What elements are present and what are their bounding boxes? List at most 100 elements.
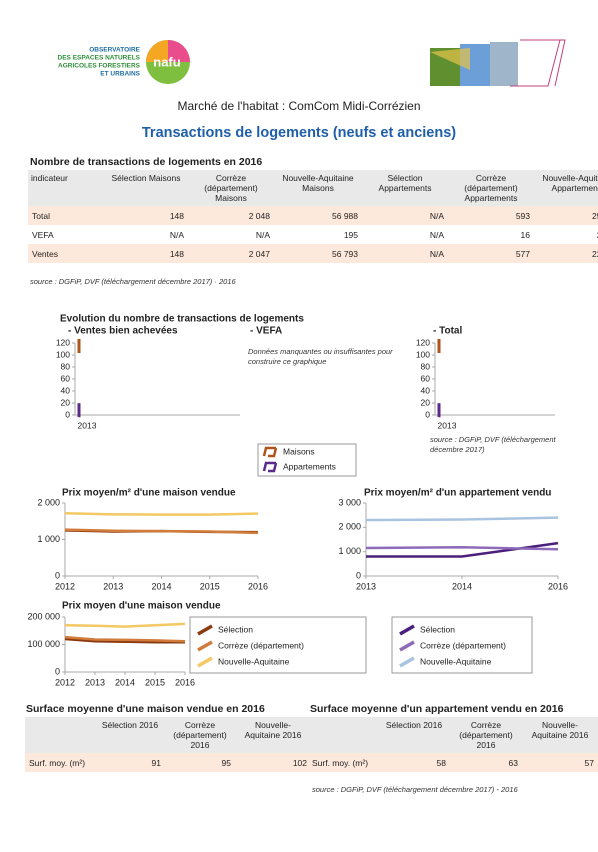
header-cell: Sélection Appartements [362, 170, 448, 206]
table-body: Surf. moy. (m²) 58 63 57 [308, 753, 598, 772]
y-tick-label: 100 000 [27, 639, 60, 649]
surface-house-table: Sélection 2016 Corrèze (département) 2016… [25, 717, 311, 772]
x-tick-label: 2016 [248, 581, 268, 591]
y-tick-label: 100 [416, 349, 430, 359]
cell: 22 959 [534, 244, 598, 263]
header-cell: Corrèze (département) Appartements [448, 170, 534, 206]
cell: 56 793 [274, 244, 362, 263]
chart-title: Prix moyen/m² d'une maison vendue [62, 488, 236, 499]
cell: 58 [378, 753, 450, 772]
header-cell: Corrèze (département) 2016 [165, 717, 235, 753]
y-tick-label: 120 [416, 337, 430, 347]
y-tick-label: 0 [55, 666, 60, 676]
cell: 148 [104, 244, 188, 263]
cell: N/A [255, 229, 270, 240]
cell: VEFA [32, 229, 54, 240]
y-tick-label: 60 [61, 373, 71, 383]
total-source: source : DGFiP, DVF (téléchargement déce… [430, 435, 556, 454]
total-source-box: source : DGFiP, DVF (téléchargement déce… [430, 435, 556, 454]
y-tick-label: 1 000 [338, 546, 361, 556]
table-title: Surface moyenne d'une maison vendue en 2… [26, 703, 265, 715]
legend-swatch [197, 624, 213, 636]
table-title: Nombre de transactions de logements en 2… [30, 156, 263, 168]
series-line [64, 528, 259, 535]
cell: 2 047 [188, 244, 274, 263]
cell: Surf. moy. (m²) [308, 753, 378, 772]
logo-slice [168, 40, 190, 62]
x-tick-label: 2013 [438, 420, 457, 430]
legend-box [189, 616, 367, 674]
source: source : DGFiP, DVF (téléchargement déce… [312, 785, 518, 794]
point-marker [437, 339, 441, 353]
y-tick-label: 100 [56, 349, 70, 359]
vefa-note: Données manquantes ou insuffisantes pour… [248, 347, 393, 366]
y-tick-label: 120 [56, 337, 70, 347]
series-line [365, 546, 559, 551]
header-cell: Nouvelle-Aquitaine 2016 [522, 717, 598, 753]
header-cell: Sélection Maisons [104, 170, 188, 206]
y-tick-label: 80 [61, 361, 71, 371]
legend-swatch [399, 640, 415, 652]
cell: N/A [362, 244, 448, 263]
y-tick-label: 2 000 [338, 522, 361, 532]
logo-slice [146, 40, 168, 62]
legend-swatch [197, 656, 213, 668]
y-tick-label: 0 [65, 409, 70, 419]
cell: Surf. moy. (m²) [25, 753, 95, 772]
y-tick-label: 200 000 [27, 611, 60, 621]
transactions-table: indicateur Sélection Maisons Corrèze (dépa… [28, 170, 598, 263]
cell: 2 137 [534, 225, 598, 244]
table-body: Surf. moy. (m²) 91 95 102 [25, 753, 311, 772]
legend-label: Sélection [420, 624, 455, 634]
panel-subtitle: - VEFA [250, 326, 282, 337]
y-tick-label: 0 [55, 570, 60, 580]
cell: 56 988 [274, 206, 362, 225]
series-line [64, 635, 186, 643]
series-line [64, 511, 259, 516]
x-tick-label: 2015 [145, 677, 165, 687]
y-tick-label: 40 [421, 385, 431, 395]
cell: Total [28, 206, 104, 225]
header-cell: Sélection 2016 [378, 717, 450, 753]
cell: Ventes [28, 244, 104, 263]
photo-strip [430, 39, 566, 87]
cell: 102 [235, 753, 311, 772]
y-tick-label: 0 [425, 409, 430, 419]
x-tick-label: 2014 [115, 677, 135, 687]
cell: N/A [362, 206, 448, 225]
x-tick-label: 2013 [78, 420, 97, 430]
x-tick-label: 2014 [151, 581, 171, 591]
surface-apartment-table: Sélection 2016 Corrèze (département) 2016… [308, 717, 598, 772]
x-tick-label: 2016 [548, 581, 568, 591]
chart-title: Prix moyen d'une maison vendue [62, 601, 221, 612]
point-marker [77, 339, 81, 353]
table-head: indicateur Sélection Maisons Corrèze (dépa… [28, 170, 598, 206]
cell: 25 096 [534, 206, 598, 225]
y-tick-label: 60 [421, 373, 431, 383]
x-tick-label: 2015 [200, 581, 220, 591]
legend-swatch [262, 446, 278, 458]
y-tick-label: 80 [421, 361, 431, 371]
header-cell: Corrèze (département) 2016 [450, 717, 522, 753]
header-cell: Nouvelle-Aquitaine 2016 [235, 717, 311, 753]
legend-swatch [262, 461, 278, 473]
cell: 91 [95, 753, 165, 772]
cell: 577 [448, 244, 534, 263]
y-tick-label: 20 [421, 397, 431, 407]
legend-label: Corrèze (département) [218, 640, 304, 650]
header-cell: Sélection 2016 [95, 717, 165, 753]
series-line [64, 622, 186, 628]
point-marker [77, 403, 81, 418]
cell: 63 [450, 753, 522, 772]
series-line [365, 516, 559, 522]
header-row: indicateur Sélection Maisons Corrèze (dépa… [28, 170, 598, 206]
table-row: VEFA N/A N/A 195 N/A 16 2 137 [28, 225, 598, 244]
subtitle: Marché de l'habitat : ComCom Midi-Corréz… [177, 99, 420, 113]
y-tick-label: 3 000 [338, 497, 361, 507]
x-tick-label: 2013 [85, 677, 105, 687]
cell: 16 [520, 229, 530, 240]
